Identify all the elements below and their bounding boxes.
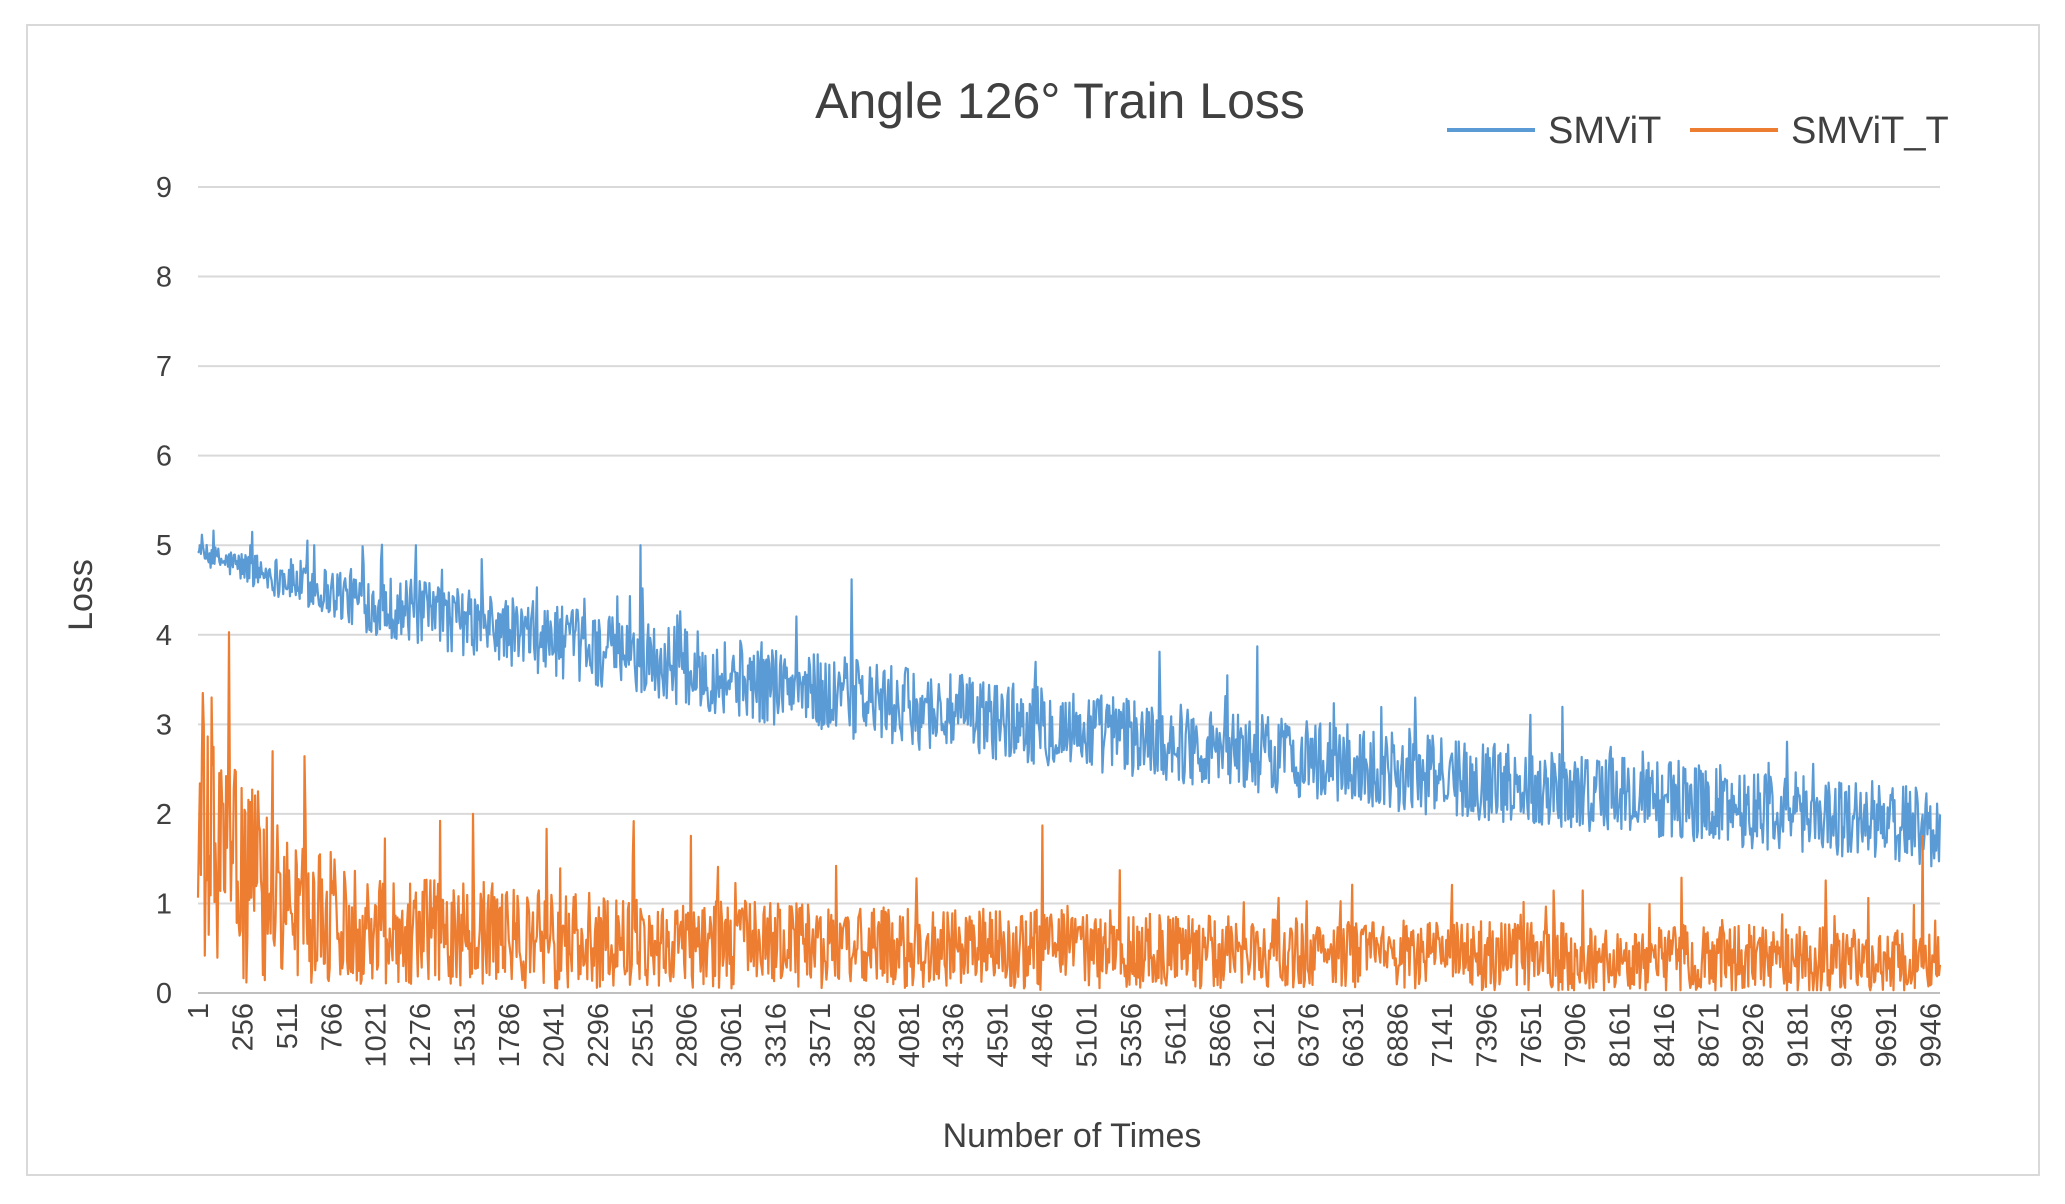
x-tick-label: 1021	[361, 1003, 393, 1068]
x-axis-title: Number of Times	[943, 1117, 1202, 1155]
x-tick-label: 766	[316, 1003, 348, 1051]
x-tick-label: 4591	[983, 1003, 1015, 1068]
y-axis-ticks: 0 1 2 3 4 5 6 7 8 9	[156, 172, 172, 1010]
x-tick-label: 1	[183, 1003, 215, 1019]
x-tick-label: 8671	[1693, 1003, 1725, 1068]
legend-label-smvit-t: SMViT_T	[1791, 110, 1949, 152]
x-tick-label: 3571	[805, 1003, 837, 1068]
x-axis-ticks: 1 256 511 766 1021 1276 1531 1786 2041 2296 2551 28…	[183, 1003, 1948, 1068]
x-tick-label: 8416	[1649, 1003, 1681, 1068]
y-tick-label: 6	[156, 441, 172, 473]
x-tick-label: 2551	[627, 1003, 659, 1068]
y-tick-label: 4	[156, 620, 172, 652]
x-tick-label: 5611	[1160, 1003, 1192, 1065]
x-tick-label: 6121	[1249, 1003, 1281, 1068]
x-tick-label: 8926	[1738, 1003, 1770, 1068]
x-tick-label: 256	[227, 1003, 259, 1051]
x-tick-label: 1531	[450, 1003, 482, 1068]
x-tick-label: 5101	[1072, 1003, 1104, 1068]
y-tick-label: 5	[156, 530, 172, 562]
x-tick-label: 9691	[1871, 1003, 1903, 1068]
y-tick-label: 9	[156, 172, 172, 204]
x-tick-label: 2041	[538, 1003, 570, 1068]
legend-label-smvit: SMViT	[1548, 110, 1661, 152]
x-tick-label: 511	[272, 1003, 304, 1049]
x-tick-label: 6886	[1382, 1003, 1414, 1068]
x-tick-label: 9436	[1827, 1003, 1859, 1068]
x-tick-label: 6376	[1294, 1003, 1326, 1068]
series-layer	[196, 529, 1942, 992]
y-tick-label: 1	[156, 888, 172, 920]
x-tick-label: 5356	[1116, 1003, 1148, 1068]
x-tick-label: 7396	[1471, 1003, 1503, 1068]
x-tick-label: 3316	[761, 1003, 793, 1068]
x-tick-label: 3826	[849, 1003, 881, 1068]
x-tick-label: 9946	[1916, 1003, 1948, 1068]
x-tick-label: 8161	[1605, 1003, 1637, 1068]
gridlines	[198, 186, 1940, 994]
y-tick-label: 3	[156, 709, 172, 741]
x-tick-label: 7141	[1427, 1003, 1459, 1068]
x-tick-label: 5866	[1205, 1003, 1237, 1068]
x-tick-label: 6631	[1338, 1003, 1370, 1068]
x-tick-label: 4081	[894, 1003, 926, 1068]
series-line-smvit	[197, 529, 1942, 868]
x-tick-label: 1276	[405, 1003, 437, 1068]
x-tick-label: 2296	[583, 1003, 615, 1068]
y-tick-label: 7	[156, 351, 172, 383]
y-tick-label: 2	[156, 799, 172, 831]
y-axis-title: Loss	[62, 559, 100, 631]
x-tick-label: 1786	[494, 1003, 526, 1068]
x-tick-label: 9181	[1782, 1003, 1814, 1068]
y-tick-label: 0	[156, 978, 172, 1010]
x-tick-label: 7906	[1560, 1003, 1592, 1068]
x-tick-label: 7651	[1516, 1003, 1548, 1068]
y-tick-label: 8	[156, 262, 172, 294]
legend: SMViT SMViT_T	[1447, 110, 1949, 152]
x-tick-label: 4336	[938, 1003, 970, 1068]
x-tick-label: 2806	[672, 1003, 704, 1068]
chart-title: Angle 126° Train Loss	[815, 73, 1305, 129]
x-tick-label: 3061	[716, 1003, 748, 1068]
x-tick-label: 4846	[1027, 1003, 1059, 1068]
series-line-smvit-t	[196, 631, 1942, 992]
